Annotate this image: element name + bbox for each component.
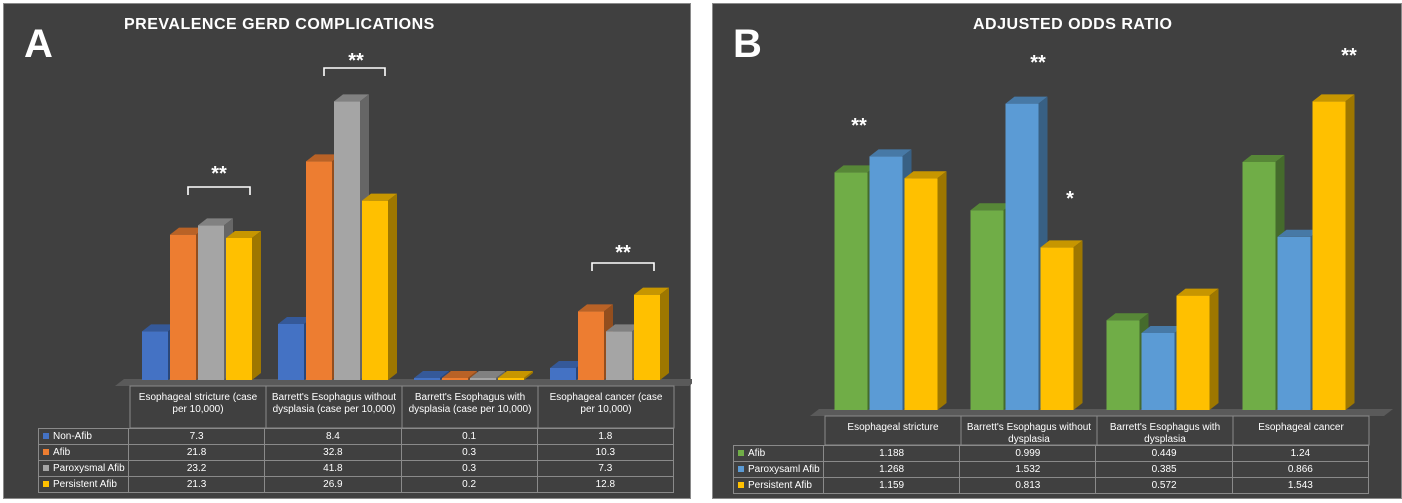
- legend-label: Paroxysmal Afib: [53, 463, 125, 474]
- category-label: Barrett's Esophagus with dysplasia: [1109, 422, 1221, 445]
- data-table-a: Non-Afib 7.3 8.4 0.1 1.8 Afib 21.8 32.8 0.3 10.3 P…: [38, 428, 675, 493]
- panel-b: B ADJUSTED ODDS RATIO ** ** * ** Esophageal…: [712, 3, 1402, 499]
- bar-persistent-afib-3: [634, 287, 669, 380]
- table-cell: 0.866: [1231, 461, 1370, 478]
- significance-annotation: *: [1066, 188, 1074, 210]
- table-row: Non-Afib 7.3 8.4 0.1 1.8: [38, 428, 675, 445]
- legend-label: Afib: [748, 448, 766, 459]
- significance-annotation: **: [1030, 52, 1046, 74]
- table-cell: 0.3: [400, 460, 538, 477]
- table-cell: 1.268: [822, 461, 961, 478]
- table-cell: 7.3: [127, 428, 266, 445]
- table-cell: 1.24: [1231, 445, 1370, 462]
- table-row: Afib 21.8 32.8 0.3 10.3: [38, 444, 675, 461]
- table-cell: 1.532: [959, 461, 1097, 478]
- legend-swatch: [43, 449, 49, 456]
- chart-a-svg: ** ** **: [115, 50, 692, 429]
- table-row: Persistent Afib 21.3 26.9 0.2 12.8: [38, 476, 675, 493]
- legend-swatch: [43, 481, 49, 488]
- table-cell: 7.3: [536, 460, 675, 477]
- table-cell: 1.188: [822, 445, 961, 462]
- table-row: Paroxysaml Afib 1.268 1.532 0.385 0.866: [733, 461, 1370, 478]
- category-label: Barrett's Esophagus with dysplasia (case…: [408, 392, 532, 415]
- legend-label: Afib: [53, 447, 71, 458]
- panel-a: A PREVALENCE GERD COMPLICATIONS ** ** ** E…: [3, 3, 692, 499]
- bar-persistent-afib-0: [226, 231, 261, 380]
- legend-label: Non-Afib: [53, 431, 92, 442]
- legend-swatch: [738, 450, 744, 457]
- significance-annotation: **: [615, 242, 631, 264]
- panel-letter-b: B: [733, 22, 762, 66]
- bar-persistent-afib-1: [362, 193, 397, 380]
- table-cell: 0.813: [959, 477, 1097, 494]
- category-label: Esophageal stricture: [847, 422, 939, 433]
- table-row: Persistent Afib 1.159 0.813 0.572 1.543: [733, 477, 1370, 494]
- significance-bracket: [187, 186, 251, 195]
- category-label: Barrett's Esophagus without dysplasia: [966, 422, 1092, 445]
- category-label: Barrett's Esophagus without dysplasia (c…: [271, 392, 397, 415]
- category-label: Esophageal stricture (case per 10,000): [138, 392, 258, 415]
- table-cell: 0.572: [1095, 477, 1233, 494]
- chart-floor: [810, 409, 1393, 416]
- table-cell: 8.4: [264, 428, 402, 445]
- legend-swatch: [43, 433, 49, 440]
- significance-annotation: **: [211, 163, 227, 185]
- chart-b-svg: *******: [810, 45, 1393, 446]
- table-cell: 0.385: [1095, 461, 1233, 478]
- bar-persistent-afib-2: [1176, 288, 1219, 410]
- legend-label: Persistent Afib: [748, 480, 812, 491]
- table-cell: 21.8: [127, 444, 266, 461]
- table-cell: 1.8: [536, 428, 675, 445]
- significance-annotation: **: [1341, 45, 1357, 67]
- table-cell: 32.8: [264, 444, 402, 461]
- legend-swatch: [738, 466, 744, 473]
- bar-persistent-afib-3: [1312, 94, 1355, 411]
- table-cell: 21.3: [127, 476, 266, 493]
- legend-label: Persistent Afib: [53, 479, 117, 490]
- bar-persistent-afib-2: [498, 371, 533, 380]
- significance-annotation: **: [348, 50, 364, 72]
- bar-paroxysmal-afib-2: [470, 371, 505, 380]
- bar-persistent-afib-0: [904, 171, 947, 410]
- chart-title-a: PREVALENCE GERD COMPLICATIONS: [124, 16, 435, 33]
- significance-bracket: [591, 262, 655, 271]
- table-cell: 0.2: [400, 476, 538, 493]
- category-label: Esophageal cancer: [1258, 422, 1344, 433]
- chart-title-b: ADJUSTED ODDS RATIO: [973, 16, 1173, 33]
- panel-letter-a: A: [24, 22, 53, 66]
- bar-persistent-afib-1: [1040, 240, 1083, 410]
- table-cell: 0.3: [400, 444, 538, 461]
- table-row: Paroxysmal Afib 23.2 41.8 0.3 7.3: [38, 460, 675, 477]
- legend-label: Paroxysaml Afib: [748, 464, 820, 475]
- table-cell: 12.8: [536, 476, 675, 493]
- table-cell: 0.1: [400, 428, 538, 445]
- bar-non-afib-2: [414, 371, 449, 380]
- legend-swatch: [738, 482, 744, 489]
- bar-afib-2: [442, 371, 477, 380]
- table-cell: 10.3: [536, 444, 675, 461]
- table-cell: 0.999: [959, 445, 1097, 462]
- table-cell: 26.9: [264, 476, 402, 493]
- category-label: Esophageal cancer (case per 10,000): [549, 392, 663, 415]
- table-cell: 1.159: [822, 477, 961, 494]
- significance-annotation: **: [851, 115, 867, 137]
- table-cell: 0.449: [1095, 445, 1233, 462]
- chart-floor: [115, 379, 692, 386]
- table-cell: 41.8: [264, 460, 402, 477]
- table-cell: 1.543: [1231, 477, 1370, 494]
- data-table-b: Afib 1.188 0.999 0.449 1.24 Paroxysaml Afib 1.…: [733, 445, 1370, 494]
- significance-bracket: [323, 67, 386, 76]
- legend-swatch: [43, 465, 49, 472]
- table-cell: 23.2: [127, 460, 266, 477]
- table-row: Afib 1.188 0.999 0.449 1.24: [733, 445, 1370, 462]
